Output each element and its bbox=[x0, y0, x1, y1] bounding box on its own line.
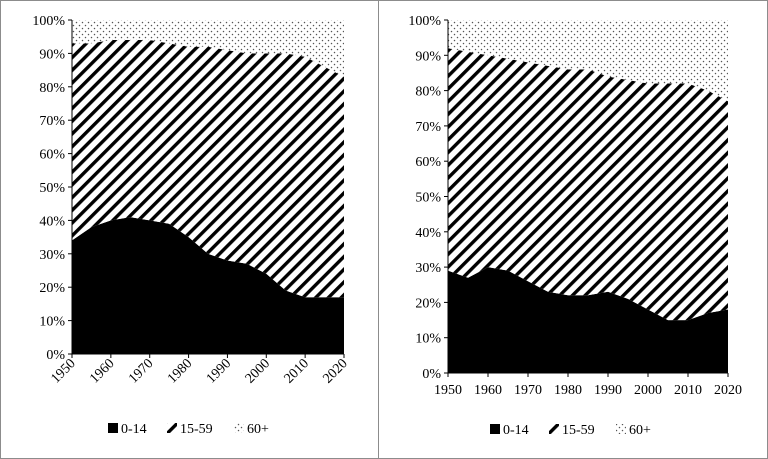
x-tick-label: 1950 bbox=[434, 383, 462, 398]
x-tick-label: 1980 bbox=[554, 383, 582, 398]
legend-swatch-60-plus bbox=[234, 423, 244, 433]
legend-swatch-0-14 bbox=[108, 423, 118, 433]
y-tick-label: 100% bbox=[32, 14, 65, 29]
x-tick-label: 2010 bbox=[282, 356, 312, 386]
y-tick-label: 30% bbox=[39, 248, 65, 263]
x-tick-label: 2020 bbox=[320, 356, 350, 386]
x-tick-label: 1970 bbox=[514, 383, 542, 398]
y-tick-label: 50% bbox=[415, 191, 441, 206]
y-tick-label: 90% bbox=[39, 47, 65, 62]
y-tick-label: 0% bbox=[422, 367, 441, 382]
legend-label: 60+ bbox=[247, 422, 269, 437]
y-tick-label: 90% bbox=[415, 49, 441, 64]
y-tick-label: 80% bbox=[39, 81, 65, 96]
x-tick-label: 1960 bbox=[87, 356, 117, 386]
x-tick-label: 1990 bbox=[594, 383, 622, 398]
x-tick-label: 2020 bbox=[714, 383, 742, 398]
x-tick-label: 1970 bbox=[126, 356, 156, 386]
legend-swatch-0-14 bbox=[490, 424, 500, 434]
legend-label: 0-14 bbox=[121, 422, 147, 437]
band-15-59-area bbox=[448, 48, 728, 321]
band-0-14-area bbox=[72, 217, 344, 354]
y-tick-label: 70% bbox=[39, 114, 65, 129]
band-60-plus-area bbox=[448, 20, 728, 102]
x-tick-label: 2000 bbox=[634, 383, 662, 398]
legend-swatch-60-plus bbox=[616, 424, 626, 434]
legend-label: 15-59 bbox=[180, 422, 213, 437]
legend-label: 0-14 bbox=[503, 423, 529, 438]
y-tick-label: 50% bbox=[39, 181, 65, 196]
y-tick-label: 60% bbox=[415, 155, 441, 170]
x-tick-label: 1960 bbox=[474, 383, 502, 398]
chart-panel-right: 0% 10% 20% 30% 40% 50% 60% 70% 80% 90% 100% 1950 196… bbox=[408, 14, 742, 438]
y-tick-label: 70% bbox=[415, 120, 441, 135]
legend-label: 15-59 bbox=[562, 423, 595, 438]
y-tick-label: 100% bbox=[408, 14, 441, 29]
legend-label: 60+ bbox=[629, 423, 651, 438]
y-tick-label: 20% bbox=[39, 281, 65, 296]
y-tick-label: 40% bbox=[415, 226, 441, 241]
legend-swatch-15-59 bbox=[549, 424, 559, 434]
y-tick-label: 10% bbox=[415, 332, 441, 347]
y-tick-label: 0% bbox=[46, 348, 65, 363]
x-tick-label: 2010 bbox=[674, 383, 702, 398]
band-0-14-area bbox=[448, 267, 728, 373]
chart-panel-left: 0%10%20%30%40%50%60%70%80%90%100%1950 196… bbox=[32, 14, 351, 437]
y-tick-label: 30% bbox=[415, 261, 441, 276]
y-tick-label: 10% bbox=[39, 315, 65, 330]
y-tick-label: 60% bbox=[39, 148, 65, 163]
band-15-59-area bbox=[72, 40, 344, 298]
band-60-plus-area bbox=[72, 20, 344, 77]
y-tick-label: 20% bbox=[415, 296, 441, 311]
x-tick-label: 1990 bbox=[204, 356, 234, 386]
y-tick-label: 80% bbox=[415, 85, 441, 100]
x-tick-label: 2000 bbox=[243, 356, 273, 386]
legend-swatch-15-59 bbox=[167, 423, 177, 433]
x-tick-label: 1980 bbox=[165, 356, 195, 386]
y-tick-label: 40% bbox=[39, 214, 65, 229]
